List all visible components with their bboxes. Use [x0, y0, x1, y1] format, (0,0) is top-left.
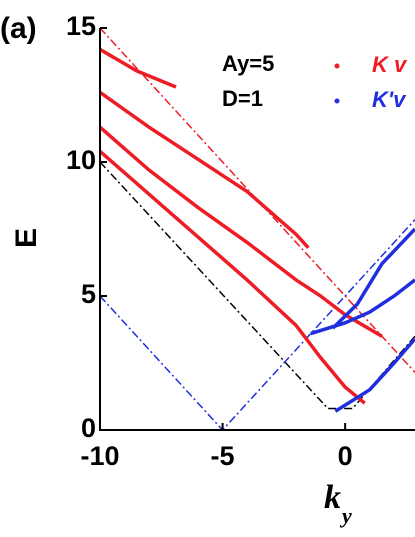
x-axis-label: k	[324, 479, 341, 516]
data-curve	[99, 47, 177, 89]
y-tick-label: 5	[81, 279, 96, 309]
panel-label: (a)	[0, 12, 37, 45]
y-tick-label: 0	[81, 413, 96, 443]
y-tick-label: 15	[66, 11, 96, 41]
x-tick-label: -10	[80, 441, 119, 471]
legend-label: K'v	[372, 87, 407, 112]
data-curve	[334, 337, 415, 413]
y-axis-label: E	[10, 228, 43, 248]
data-curve	[331, 227, 415, 330]
annotation: Ay=5	[222, 51, 274, 76]
x-tick-label: -5	[211, 441, 235, 471]
x-tick-label: 0	[338, 441, 353, 471]
x-axis-label-sub: y	[339, 503, 352, 528]
legend-marker	[334, 63, 340, 69]
data-curve	[98, 149, 366, 405]
legend-label: K v	[372, 52, 408, 77]
annotation: D=1	[222, 86, 263, 111]
data-curve	[98, 125, 383, 338]
y-tick-label: 10	[66, 145, 96, 175]
legend-marker	[334, 98, 340, 104]
data-curve	[98, 90, 310, 249]
